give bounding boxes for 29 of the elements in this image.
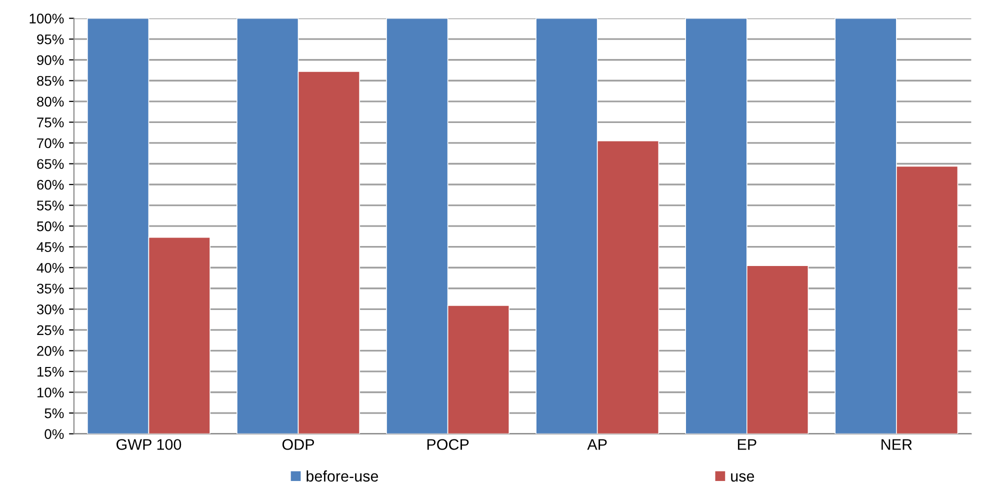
y-tick-label: 75% bbox=[37, 118, 64, 128]
y-tick-label: 85% bbox=[37, 76, 64, 86]
y-tick-label: 45% bbox=[36, 242, 64, 252]
y-tick-label: 95% bbox=[37, 34, 64, 44]
y-tick-label: 50% bbox=[36, 221, 64, 232]
y-tick-label: 100% bbox=[30, 14, 64, 24]
x-tick-label: ODP bbox=[282, 439, 314, 450]
y-tick-label: 90% bbox=[37, 55, 64, 66]
y-tick-label: 40% bbox=[36, 262, 64, 273]
y-tick-label: 25% bbox=[37, 325, 64, 336]
y-tick-label: 15% bbox=[37, 366, 64, 377]
y-tick-label: 80% bbox=[37, 96, 64, 107]
y-tick-label: 10% bbox=[37, 388, 64, 398]
y-tick-label: 20% bbox=[37, 346, 64, 356]
y-tick-label: 0% bbox=[44, 429, 64, 439]
y-tick-label: 5% bbox=[44, 408, 64, 418]
y-tick-label: 55% bbox=[36, 200, 64, 210]
y-tick-label: 70% bbox=[37, 138, 64, 148]
legend-label: use bbox=[731, 473, 754, 482]
x-tick-label: POCP bbox=[427, 439, 469, 450]
y-tick-label: 35% bbox=[36, 284, 64, 294]
legend-label: before-use bbox=[306, 470, 378, 482]
x-tick-label: GWP 100 bbox=[116, 439, 182, 450]
y-tick-label: 60% bbox=[37, 180, 64, 190]
y-tick-label: 65% bbox=[37, 159, 64, 169]
x-tick-label: NER bbox=[882, 439, 912, 450]
y-tick-label: 30% bbox=[36, 304, 64, 314]
x-tick-label: EP bbox=[738, 439, 756, 450]
x-tick-label: AP bbox=[587, 439, 607, 450]
